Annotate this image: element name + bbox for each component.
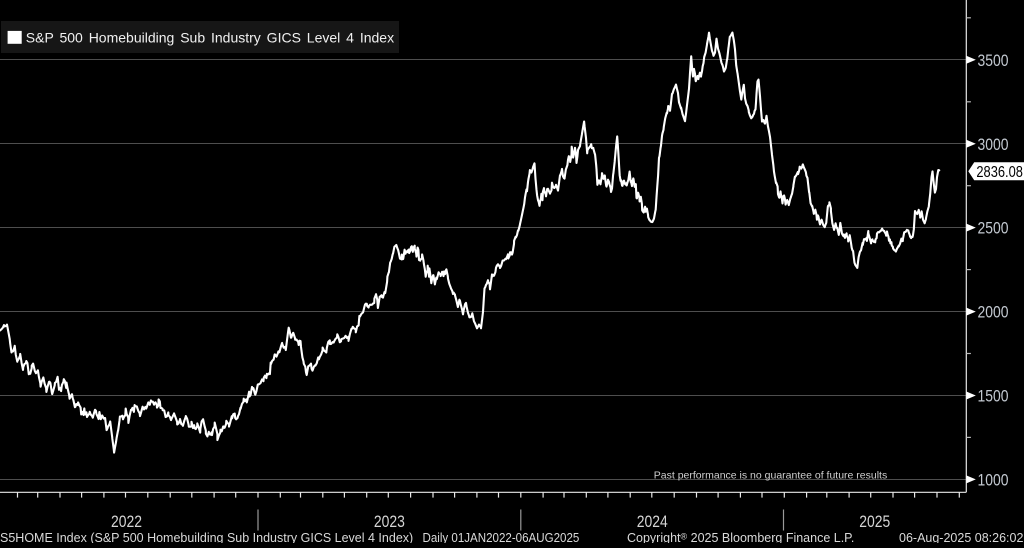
- svg-text:2022: 2022: [111, 513, 142, 532]
- svg-text:2000: 2000: [978, 303, 1009, 322]
- svg-text:3000: 3000: [978, 136, 1009, 155]
- svg-text:2024: 2024: [637, 513, 668, 532]
- svg-text:Daily 01JAN2022-06AUG2025: Daily 01JAN2022-06AUG2025: [423, 531, 580, 543]
- svg-text:1500: 1500: [978, 387, 1009, 406]
- svg-text:2836.08: 2836.08: [976, 164, 1023, 181]
- svg-text:Copyright® 2025 Bloomberg Fina: Copyright® 2025 Bloomberg Finance L.P.: [627, 531, 854, 543]
- svg-text:S5HOME Index (S&P 500 Homebuil: S5HOME Index (S&P 500 Homebuilding Sub I…: [0, 531, 413, 543]
- svg-text:06-Aug-2025 08:26:02: 06-Aug-2025 08:26:02: [899, 531, 1023, 543]
- svg-text:2023: 2023: [374, 513, 405, 532]
- svg-text:3500: 3500: [978, 52, 1009, 71]
- svg-text:2500: 2500: [978, 219, 1009, 238]
- svg-text:1000: 1000: [978, 471, 1009, 490]
- svg-text:Past performance is no guarant: Past performance is no guarantee of futu…: [654, 470, 887, 482]
- svg-text:2025: 2025: [859, 513, 890, 532]
- svg-text:S&P 500 Homebuilding Sub Indus: S&P 500 Homebuilding Sub Industry GICS L…: [26, 30, 394, 46]
